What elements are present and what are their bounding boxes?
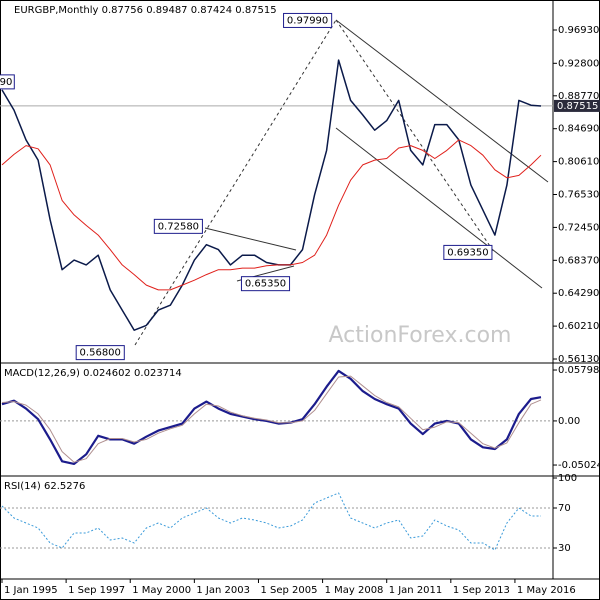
channel-line bbox=[335, 127, 543, 289]
annotation-label: 0.56800 bbox=[80, 348, 121, 359]
y-tick-label: 0.92800 bbox=[558, 58, 599, 69]
header-value: 0.87515 bbox=[235, 5, 276, 16]
last-price-label: 0.87515 bbox=[557, 101, 598, 112]
annotation-label: 90 bbox=[0, 77, 12, 88]
y-tick-label: 100 bbox=[558, 473, 577, 484]
y-tick-label: 0.84690 bbox=[558, 124, 599, 135]
channel-line bbox=[335, 19, 549, 183]
x-tick-label: 1 Jan 2011 bbox=[389, 585, 443, 596]
header-value: 0.89487 bbox=[146, 5, 187, 16]
y-tick-label: 30 bbox=[558, 543, 571, 554]
panel-title: MACD(12,26,9) bbox=[4, 368, 80, 379]
series-line bbox=[1, 492, 541, 551]
y-tick-label: 0.80610 bbox=[558, 157, 599, 168]
y-tick-label: 0.76530 bbox=[558, 190, 599, 201]
x-tick-label: 1 May 2000 bbox=[132, 585, 191, 596]
header-value: 0.024602 bbox=[83, 368, 131, 379]
trend-line bbox=[134, 19, 337, 346]
panel-header: RSI(14) 62.5276 bbox=[4, 481, 85, 492]
triangle-line bbox=[204, 227, 297, 251]
y-tick-label: 0.88770 bbox=[558, 91, 599, 102]
y-tick-label: 0.56130 bbox=[558, 354, 599, 365]
annotation-box bbox=[240, 276, 291, 292]
panel-title: RSI(14) bbox=[4, 481, 41, 492]
y-tick-label: 0.057984 bbox=[558, 365, 600, 376]
series-line bbox=[1, 59, 542, 331]
header-value: 0.87424 bbox=[191, 5, 232, 16]
x-tick-label: 1 May 2016 bbox=[517, 585, 576, 596]
plot-layer bbox=[134, 19, 549, 346]
y-tick-label: 0.72450 bbox=[558, 222, 599, 233]
annotation-box bbox=[75, 345, 125, 361]
x-tick-label: 1 Jan 1995 bbox=[4, 585, 58, 596]
annotation-box bbox=[153, 218, 203, 234]
header-value: 0.87756 bbox=[102, 5, 143, 16]
annotation-box bbox=[443, 244, 493, 260]
annotation-box bbox=[283, 12, 333, 28]
annotation-label: 0.65350 bbox=[245, 279, 286, 290]
watermark: ActionForex.com bbox=[329, 323, 512, 348]
annotation-label: 0.69350 bbox=[447, 247, 488, 258]
annotation-box bbox=[0, 74, 15, 90]
x-tick-label: 1 Sep 2005 bbox=[260, 585, 317, 596]
last-price-box bbox=[554, 99, 600, 112]
x-tick-label: 1 Jan 2003 bbox=[196, 585, 250, 596]
y-tick-label: 0.64290 bbox=[558, 288, 599, 299]
x-tick-label: 1 Sep 2013 bbox=[453, 585, 510, 596]
header-value: 62.5276 bbox=[44, 481, 85, 492]
y-tick-label: 0.96930 bbox=[558, 25, 599, 36]
x-tick-label: 1 May 2008 bbox=[325, 585, 384, 596]
header-value: 0.023714 bbox=[134, 368, 182, 379]
annotation-label: 0.97990 bbox=[287, 15, 328, 26]
series-line bbox=[1, 139, 542, 291]
y-tick-label: 0.68370 bbox=[558, 255, 599, 266]
annotation-label: 0.72580 bbox=[158, 221, 199, 232]
panel-header: EURGBP,Monthly 0.87756 0.89487 0.87424 0… bbox=[14, 5, 277, 16]
series-line bbox=[1, 375, 542, 463]
y-tick-label: 0.00 bbox=[558, 416, 580, 427]
y-tick-label: 0.60210 bbox=[558, 321, 599, 332]
x-tick-label: 1 Sep 1997 bbox=[68, 585, 125, 596]
y-tick-label: -0.050241 bbox=[558, 460, 600, 471]
y-tick-label: 70 bbox=[558, 503, 571, 514]
panel-header: MACD(12,26,9) 0.024602 0.023714 bbox=[4, 368, 182, 379]
trend-line bbox=[335, 19, 495, 253]
panel-title: EURGBP,Monthly bbox=[14, 5, 99, 16]
